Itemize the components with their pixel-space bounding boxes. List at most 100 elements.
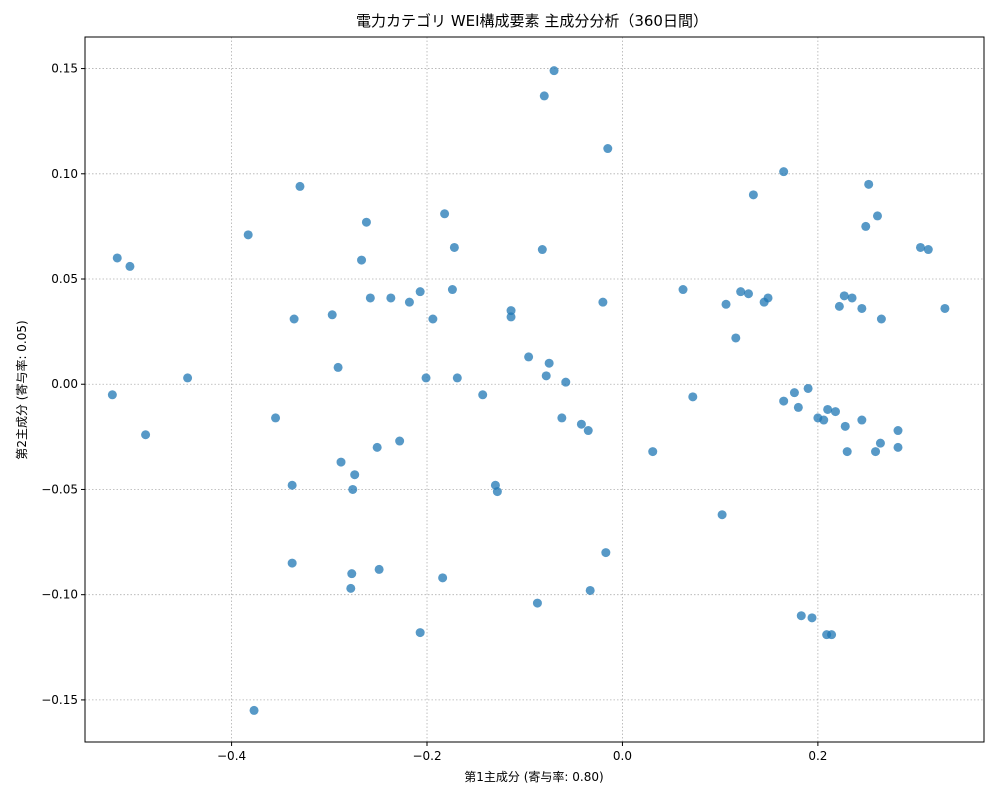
data-point	[524, 352, 534, 362]
data-point	[585, 585, 595, 595]
data-point	[506, 312, 516, 322]
data-point	[721, 299, 731, 309]
y-tick-label: −0.05	[41, 482, 78, 496]
data-point	[557, 413, 567, 423]
data-point	[842, 447, 852, 457]
data-point	[440, 209, 450, 219]
data-point	[438, 573, 448, 583]
data-point	[875, 438, 885, 448]
data-point	[549, 66, 559, 76]
data-point	[915, 242, 925, 252]
data-point	[576, 419, 586, 429]
x-tick-label: 0.0	[613, 749, 632, 763]
data-point	[583, 426, 593, 436]
y-tick-label: 0.00	[51, 377, 78, 391]
data-point	[893, 442, 903, 452]
data-point	[421, 373, 431, 383]
data-point	[539, 91, 549, 101]
data-point	[893, 426, 903, 436]
data-point	[803, 383, 813, 393]
data-point	[736, 287, 746, 297]
grid-lines	[85, 37, 984, 742]
data-point	[779, 167, 789, 177]
data-point	[789, 388, 799, 398]
y-tick-label: 0.05	[51, 272, 78, 286]
data-point	[347, 569, 357, 579]
data-point	[295, 181, 305, 191]
data-point	[125, 261, 135, 271]
data-point	[289, 314, 299, 324]
data-point	[365, 293, 375, 303]
data-point	[830, 407, 840, 417]
data-point	[372, 442, 382, 452]
data-point	[847, 293, 857, 303]
data-point	[544, 358, 554, 368]
data-point	[404, 297, 414, 307]
data-point	[112, 253, 122, 263]
data-point	[759, 297, 769, 307]
data-point	[601, 548, 611, 558]
data-point	[452, 373, 462, 383]
x-tick-label: 0.2	[808, 749, 827, 763]
data-point	[361, 217, 371, 227]
x-axis-ticks: −0.4 −0.2 0.0 0.2	[217, 742, 827, 763]
data-point	[541, 371, 551, 381]
y-tick-label: −0.15	[41, 693, 78, 707]
data-point	[287, 558, 297, 568]
data-point	[271, 413, 281, 423]
data-point	[141, 430, 151, 440]
data-point	[537, 245, 547, 255]
data-point	[492, 487, 502, 497]
data-point	[346, 583, 356, 593]
data-point	[561, 377, 571, 387]
data-point	[447, 285, 457, 295]
data-point	[428, 314, 438, 324]
y-axis-ticks: −0.15 −0.10 −0.05 0.00 0.05 0.10 0.15	[41, 62, 85, 707]
data-point	[357, 255, 367, 265]
data-point	[861, 221, 871, 231]
data-point	[603, 144, 613, 154]
data-point	[327, 310, 337, 320]
data-point	[731, 333, 741, 343]
x-tick-label: −0.4	[217, 749, 246, 763]
data-point	[857, 415, 867, 425]
data-point	[834, 301, 844, 311]
data-point	[779, 396, 789, 406]
data-point	[827, 630, 837, 640]
y-axis-label: 第2主成分 (寄与率: 0.05)	[14, 320, 29, 459]
data-point	[532, 598, 542, 608]
data-point	[876, 314, 886, 324]
data-point	[796, 611, 806, 621]
data-point	[678, 285, 688, 295]
data-point	[864, 179, 874, 189]
data-points	[107, 66, 950, 715]
y-tick-label: 0.15	[51, 62, 78, 76]
chart-title: 電力カテゴリ WEI構成要素 主成分分析（360日間）	[356, 12, 708, 30]
data-point	[793, 402, 803, 412]
data-point	[333, 362, 343, 372]
data-point	[107, 390, 117, 400]
data-point	[243, 230, 253, 240]
data-point	[415, 287, 425, 297]
data-point	[287, 480, 297, 490]
plot-area-frame	[84, 36, 985, 743]
y-tick-label: 0.10	[51, 167, 78, 181]
data-point	[807, 613, 817, 623]
data-point	[840, 421, 850, 431]
x-axis-label: 第1主成分 (寄与率: 0.80)	[464, 769, 603, 784]
data-point	[350, 470, 360, 480]
x-tick-label: −0.2	[412, 749, 441, 763]
data-point	[940, 303, 950, 313]
data-point	[823, 404, 833, 414]
data-point	[819, 415, 829, 425]
data-point	[249, 705, 259, 715]
data-point	[183, 373, 193, 383]
data-point	[717, 510, 727, 520]
data-point	[449, 242, 459, 252]
y-tick-label: −0.10	[41, 588, 78, 602]
data-point	[374, 564, 384, 574]
data-point	[923, 245, 933, 255]
data-point	[478, 390, 488, 400]
data-point	[415, 628, 425, 638]
